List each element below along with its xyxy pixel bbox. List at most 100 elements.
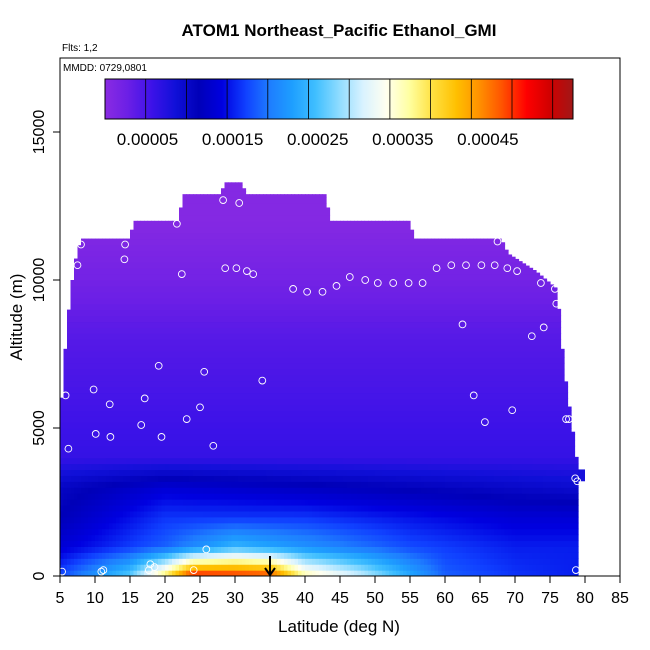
heatmap-cell	[105, 374, 110, 382]
heatmap-cell	[123, 404, 128, 411]
heatmap-cell	[214, 422, 219, 429]
heatmap-cell	[140, 321, 145, 328]
heatmap-cell	[158, 327, 163, 334]
heatmap-cell	[294, 333, 299, 340]
heatmap-cell	[210, 404, 215, 411]
heatmap-cell	[315, 457, 320, 465]
heatmap-cell	[179, 386, 184, 394]
heatmap-cell	[284, 558, 289, 565]
heatmap-cell	[203, 315, 208, 323]
heatmap-cell	[235, 428, 240, 435]
heatmap-cell	[196, 463, 201, 471]
heatmap-cell	[200, 303, 205, 311]
heatmap-cell	[301, 256, 306, 263]
heatmap-cell	[231, 303, 236, 311]
heatmap-cell	[130, 327, 135, 334]
heatmap-cell	[326, 321, 331, 328]
heatmap-cell	[291, 226, 296, 234]
heatmap-cell	[151, 262, 156, 269]
heatmap-cell	[70, 422, 75, 429]
heatmap-cell	[263, 445, 268, 453]
heatmap-cell	[140, 528, 145, 536]
heatmap-cell	[81, 291, 86, 299]
heatmap-cell	[81, 339, 86, 346]
heatmap-cell	[203, 356, 208, 364]
heatmap-cell	[298, 475, 303, 482]
heatmap-cell	[305, 451, 310, 459]
heatmap-cell	[221, 475, 226, 482]
heatmap-cell	[193, 522, 198, 530]
heatmap-cell	[172, 356, 177, 364]
heatmap-cell	[179, 457, 184, 465]
heatmap-cell	[172, 244, 177, 251]
heatmap-cell	[326, 481, 331, 488]
heatmap-cell	[130, 416, 135, 423]
heatmap-cell	[196, 510, 201, 518]
heatmap-cell	[224, 368, 229, 376]
heatmap-cell	[81, 540, 86, 547]
heatmap-cell	[140, 333, 145, 340]
heatmap-cell	[200, 256, 205, 263]
heatmap-cell	[214, 232, 219, 240]
heatmap-cell	[266, 197, 271, 204]
heatmap-cell	[238, 291, 243, 299]
heatmap-cell	[193, 499, 198, 506]
heatmap-cell	[88, 445, 93, 453]
heatmap-cell	[186, 327, 191, 334]
heatmap-cell	[70, 386, 75, 394]
heatmap-cell	[259, 564, 264, 571]
heatmap-cell	[147, 463, 152, 471]
heatmap-cell	[207, 475, 212, 482]
heatmap-cell	[74, 439, 79, 447]
heatmap-cell	[238, 345, 243, 352]
heatmap-cell	[308, 208, 313, 216]
heatmap-cell	[326, 558, 331, 565]
heatmap-cell	[301, 410, 306, 417]
heatmap-cell	[84, 392, 89, 399]
heatmap-cell	[140, 345, 145, 352]
heatmap-cell	[88, 564, 93, 571]
heatmap-cell	[259, 546, 264, 553]
heatmap-cell	[266, 256, 271, 263]
heatmap-cell	[319, 386, 324, 394]
heatmap-cell	[81, 457, 86, 465]
heatmap-cell	[186, 463, 191, 471]
heatmap-cell	[165, 481, 170, 488]
heatmap-cell	[228, 226, 233, 234]
heatmap-cell	[221, 504, 226, 512]
heatmap-cell	[119, 457, 124, 465]
heatmap-cell	[186, 285, 191, 293]
heatmap-cell	[116, 439, 121, 447]
heatmap-cell	[102, 410, 107, 417]
heatmap-cell	[280, 398, 285, 405]
heatmap-cell	[263, 380, 268, 388]
heatmap-cell	[102, 469, 107, 476]
heatmap-cell	[154, 428, 159, 435]
heatmap-cell	[203, 445, 208, 453]
heatmap-cell	[259, 356, 264, 364]
heatmap-cell	[228, 182, 233, 186]
heatmap-cell	[116, 510, 121, 518]
heatmap-cell	[284, 504, 289, 512]
heatmap-cell	[277, 291, 282, 299]
heatmap-cell	[105, 356, 110, 364]
heatmap-cell	[189, 197, 194, 204]
heatmap-cell	[133, 487, 138, 494]
heatmap-cell	[98, 392, 103, 399]
heatmap-cell	[235, 487, 240, 494]
heatmap-cell	[154, 416, 159, 423]
heatmap-cell	[235, 345, 240, 352]
heatmap-cell	[175, 475, 180, 482]
heatmap-cell	[200, 564, 205, 571]
heatmap-cell	[182, 356, 187, 364]
heatmap-cell	[305, 194, 310, 198]
heatmap-cell	[77, 463, 82, 471]
heatmap-cell	[144, 333, 149, 340]
heatmap-cell	[259, 333, 264, 340]
heatmap-cell	[329, 374, 334, 382]
heatmap-cell	[112, 570, 117, 576]
heatmap-cell	[203, 232, 208, 240]
heatmap-cell	[319, 428, 324, 435]
heatmap-cell	[133, 469, 138, 476]
heatmap-cell	[203, 220, 208, 228]
